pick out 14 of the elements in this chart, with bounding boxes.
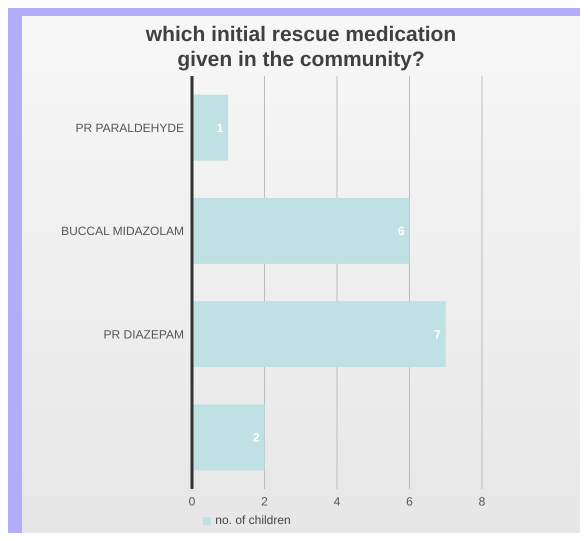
x-tick-label: 0 <box>188 494 196 509</box>
data-label: 1 <box>216 120 224 135</box>
y-tick-label: BUCCAL MIDAZOLAM <box>61 224 184 238</box>
data-label: 6 <box>398 224 405 238</box>
y-tick-label: PR DIAZEPAM <box>104 327 184 342</box>
y-tick-label: PR PARALDEHYDE <box>76 120 184 135</box>
x-tick-label: 2 <box>261 494 268 509</box>
x-tick-label: 4 <box>334 494 341 509</box>
data-label: 7 <box>434 327 442 342</box>
x-tick-label: 6 <box>406 494 414 509</box>
x-tick-label: 8 <box>478 494 486 509</box>
legend-label: no. of children <box>215 513 291 527</box>
data-label: 2 <box>252 430 260 445</box>
chart-title: which initial rescue medication given in the community? <box>144 22 458 72</box>
